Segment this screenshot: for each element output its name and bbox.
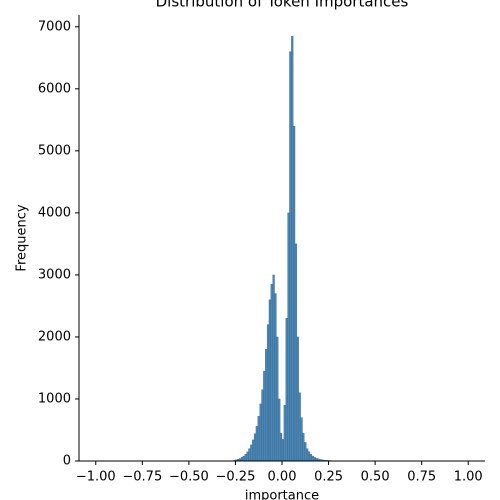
bar — [302, 432, 305, 462]
bar — [311, 455, 314, 462]
x-tick-label: 0.75 — [407, 470, 436, 485]
x-tick-label: −0.50 — [169, 470, 209, 485]
x-tick-label: −0.75 — [122, 470, 162, 485]
bar — [259, 403, 262, 462]
bar — [276, 336, 279, 462]
bar — [261, 389, 264, 462]
bar — [278, 398, 281, 462]
bar — [266, 324, 270, 462]
bar — [255, 426, 258, 462]
bar — [244, 454, 247, 462]
x-tick-label: −1.00 — [76, 470, 116, 485]
bar — [298, 392, 301, 462]
bar — [246, 451, 249, 462]
bar — [291, 35, 294, 462]
y-tick-label: 3000 — [38, 267, 71, 282]
y-tick-label: 5000 — [38, 143, 71, 158]
bar — [300, 417, 303, 462]
bar — [263, 370, 266, 462]
bar — [304, 442, 307, 462]
bar — [274, 293, 277, 462]
chart-title: Distribution of Token Importances — [156, 0, 409, 11]
x-tick-label: −0.25 — [216, 470, 256, 485]
bar — [293, 125, 296, 462]
y-tick-label: 2000 — [38, 329, 71, 344]
bar — [242, 455, 245, 462]
y-axis-label: Frequency — [15, 204, 30, 271]
bar — [287, 212, 290, 462]
x-tick-label: 0.25 — [314, 470, 343, 485]
bar — [281, 439, 285, 462]
x-axis-label: importance — [245, 489, 319, 500]
y-tick-label: 4000 — [38, 205, 71, 220]
y-tick-label: 6000 — [38, 81, 71, 96]
bar — [272, 274, 275, 462]
bar — [283, 405, 286, 462]
bar — [250, 444, 253, 462]
x-tick-label: 0.00 — [268, 470, 297, 485]
bar — [265, 349, 268, 462]
bar — [307, 451, 311, 462]
bar — [268, 299, 271, 462]
bar — [257, 416, 260, 462]
y-tick-label: 1000 — [38, 391, 71, 406]
y-tick-label: 0 — [63, 454, 71, 469]
bar — [252, 439, 255, 462]
bar — [270, 284, 273, 462]
bar — [285, 318, 288, 462]
x-tick-label: 1.00 — [454, 470, 483, 485]
bar — [253, 433, 257, 462]
bar — [294, 243, 298, 462]
bar — [248, 448, 251, 462]
bar — [309, 454, 312, 462]
bar — [296, 336, 299, 462]
x-tick-label: 0.50 — [361, 470, 390, 485]
bar — [279, 432, 283, 462]
bar — [289, 51, 292, 462]
bar — [306, 448, 309, 462]
bar — [313, 457, 316, 462]
y-tick-label: 7000 — [38, 19, 71, 34]
bar — [240, 457, 244, 462]
